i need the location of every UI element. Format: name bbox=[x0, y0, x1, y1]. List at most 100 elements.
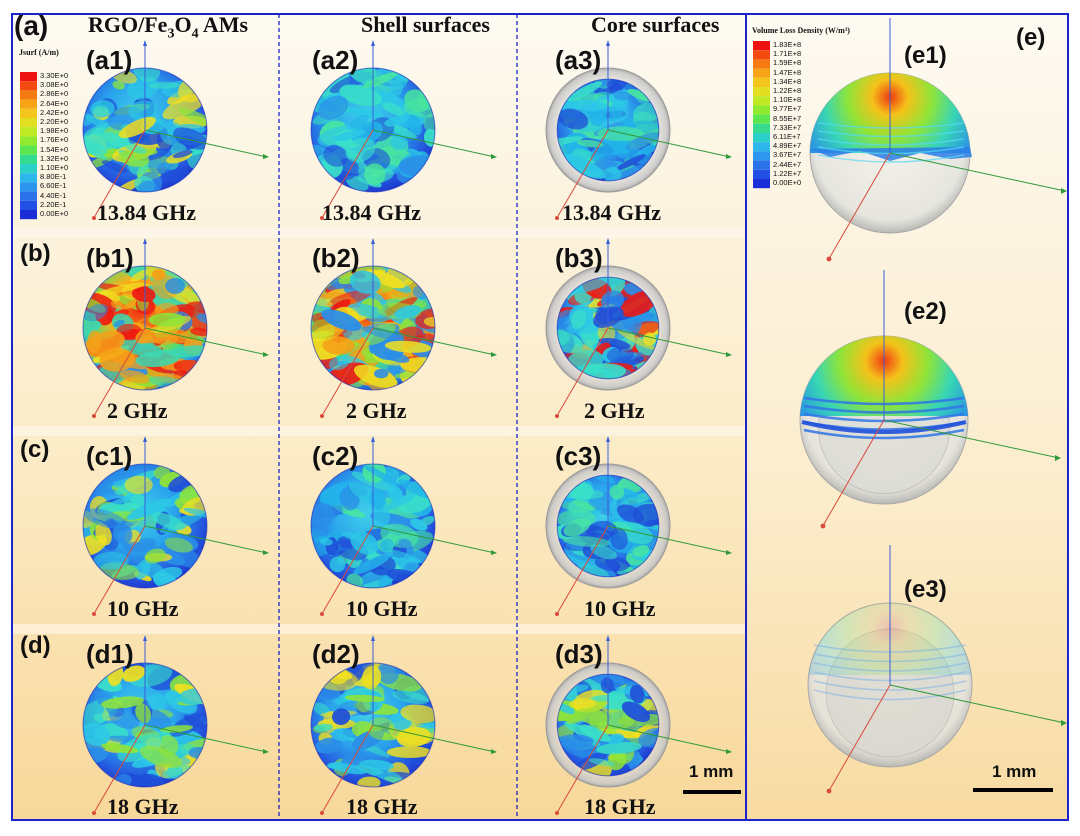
volume-legend-value: 1.22E+7 bbox=[773, 168, 802, 178]
sphere-c2 bbox=[310, 436, 497, 616]
volume-legend-value: 1.71E+8 bbox=[773, 49, 802, 59]
sphere-d3 bbox=[545, 635, 732, 815]
scale-bar-left-label: 1 mm bbox=[689, 762, 734, 781]
volume-legend-value: 7.33E+7 bbox=[773, 122, 802, 132]
sphere-c3 bbox=[545, 436, 732, 616]
cell-label-a1: (a1) bbox=[86, 45, 133, 75]
jsurf-legend-swatch bbox=[20, 145, 37, 155]
volume-legend-swatch bbox=[753, 160, 770, 170]
jsurf-legend-swatch bbox=[20, 127, 37, 137]
sphere-a1 bbox=[82, 40, 269, 220]
outer-frame bbox=[11, 13, 1069, 821]
cell-frequency-d1: 18 GHz bbox=[107, 794, 179, 819]
cell-frequency-b2: 2 GHz bbox=[346, 398, 407, 423]
scale-bar-right bbox=[973, 788, 1053, 792]
jsurf-legend-swatch bbox=[20, 136, 37, 146]
volume-legend-value: 8.55E+7 bbox=[773, 113, 802, 123]
jsurf-legend-swatch bbox=[20, 118, 37, 128]
volume-legend-value: 1.22E+8 bbox=[773, 86, 802, 95]
jsurf-legend-swatch bbox=[20, 210, 37, 220]
volume-legend-value: 1.10E+8 bbox=[773, 95, 802, 105]
sphere-a3 bbox=[545, 40, 732, 220]
cell-frequency-b1: 2 GHz bbox=[107, 398, 168, 423]
jsurf-legend-swatch bbox=[20, 191, 37, 201]
jsurf-legend-value: 3.30E+0 bbox=[40, 71, 69, 80]
cell-label-d1: (d1) bbox=[86, 639, 134, 669]
panel-a-label: (a) bbox=[14, 10, 49, 41]
cell-label-a3: (a3) bbox=[555, 45, 602, 75]
jsurf-legend-value: 2.20E-1 bbox=[40, 199, 67, 209]
row-label-d: (d) bbox=[20, 632, 51, 659]
jsurf-legend-swatch bbox=[20, 108, 37, 118]
jsurf-legend-value: 2.86E+0 bbox=[40, 89, 69, 99]
sphere-e1 bbox=[809, 18, 1067, 262]
jsurf-legend-swatch bbox=[20, 99, 37, 109]
jsurf-legend-value: 6.60E-1 bbox=[40, 181, 67, 191]
jsurf-legend-swatch bbox=[20, 200, 37, 210]
volume-legend-value: 0.00E+0 bbox=[773, 178, 802, 187]
panel-e2-label: (e2) bbox=[904, 298, 947, 325]
jsurf-legend-value: 1.32E+0 bbox=[40, 153, 69, 163]
volume-legend-value: 1.83E+8 bbox=[773, 40, 802, 49]
column-header-rgo-fe3o4: RGO/Fe3O4 AMs bbox=[88, 12, 249, 42]
row-bands bbox=[12, 228, 746, 634]
row-label-c: (c) bbox=[20, 436, 50, 463]
cell-label-c1: (c1) bbox=[86, 441, 133, 471]
sphere-a2 bbox=[310, 40, 497, 220]
cell-frequency-c3: 10 GHz bbox=[584, 596, 656, 621]
cell-frequency-a2: 13.84 GHz bbox=[322, 200, 421, 225]
scale-bar-left bbox=[683, 790, 741, 794]
cell-frequency-c2: 10 GHz bbox=[346, 596, 418, 621]
sphere-e3 bbox=[807, 545, 1067, 794]
cell-frequency-d2: 18 GHz bbox=[346, 794, 418, 819]
sphere-b3 bbox=[545, 238, 732, 418]
row-label-b: (b) bbox=[20, 240, 51, 267]
cell-frequency-d3: 18 GHz bbox=[584, 794, 656, 819]
panel-e-label: (e) bbox=[1016, 24, 1046, 51]
cell-label-d3: (d3) bbox=[555, 639, 603, 669]
volume-legend-swatch bbox=[753, 77, 770, 87]
legends-layer bbox=[20, 41, 770, 220]
jsurf-legend-swatch bbox=[20, 90, 37, 100]
volume-legend-swatch bbox=[753, 114, 770, 124]
volume-legend-swatch bbox=[753, 133, 770, 143]
cell-frequency-a1: 13.84 GHz bbox=[97, 200, 196, 225]
volume-legend-value: 9.77E+7 bbox=[773, 104, 802, 114]
sphere-d2 bbox=[310, 635, 497, 815]
jsurf-legend-swatch bbox=[20, 182, 37, 192]
jsurf-legend bbox=[20, 72, 37, 220]
volume-legend-value: 1.59E+8 bbox=[773, 58, 802, 68]
jsurf-legend-swatch bbox=[20, 81, 37, 91]
volume-legend-swatch bbox=[753, 142, 770, 152]
jsurf-legend-title: Jsurf (A/m) bbox=[19, 48, 59, 57]
jsurf-legend-value: 1.98E+0 bbox=[40, 126, 69, 136]
volume-legend-swatch bbox=[753, 105, 770, 115]
jsurf-legend-value: 1.76E+0 bbox=[40, 135, 69, 145]
jsurf-legend-value: 0.00E+0 bbox=[40, 209, 69, 218]
cell-label-b1: (b1) bbox=[86, 243, 134, 273]
sphere-b2 bbox=[310, 238, 497, 418]
jsurf-legend-value: 2.64E+0 bbox=[40, 98, 69, 108]
jsurf-legend-value: 8.80E-1 bbox=[40, 172, 67, 182]
cell-frequency-b3: 2 GHz bbox=[584, 398, 645, 423]
volume-legend-value: 1.34E+8 bbox=[773, 76, 802, 86]
cell-label-c2: (c2) bbox=[312, 441, 359, 471]
volume-legend-swatch bbox=[753, 41, 770, 51]
panel-e3-label: (e3) bbox=[904, 576, 947, 603]
cell-frequency-a3: 13.84 GHz bbox=[562, 200, 661, 225]
volume-legend-value: 3.67E+7 bbox=[773, 150, 802, 160]
volume-legend-swatch bbox=[753, 96, 770, 106]
panel-e1-label: (e1) bbox=[904, 42, 947, 69]
spheres-layer bbox=[82, 40, 732, 815]
jsurf-legend-value: 4.40E-1 bbox=[40, 190, 67, 200]
scale-bar-right-label: 1 mm bbox=[992, 762, 1037, 781]
cell-label-d2: (d2) bbox=[312, 639, 360, 669]
volume-legend-swatch bbox=[753, 50, 770, 60]
volume-legend bbox=[753, 41, 770, 189]
volume-legend-value: 4.89E+7 bbox=[773, 141, 802, 151]
panel-e-layer bbox=[799, 18, 1067, 794]
volume-legend-value: 1.47E+8 bbox=[773, 67, 802, 77]
sphere-d1 bbox=[82, 635, 269, 815]
jsurf-legend-swatch bbox=[20, 164, 37, 174]
